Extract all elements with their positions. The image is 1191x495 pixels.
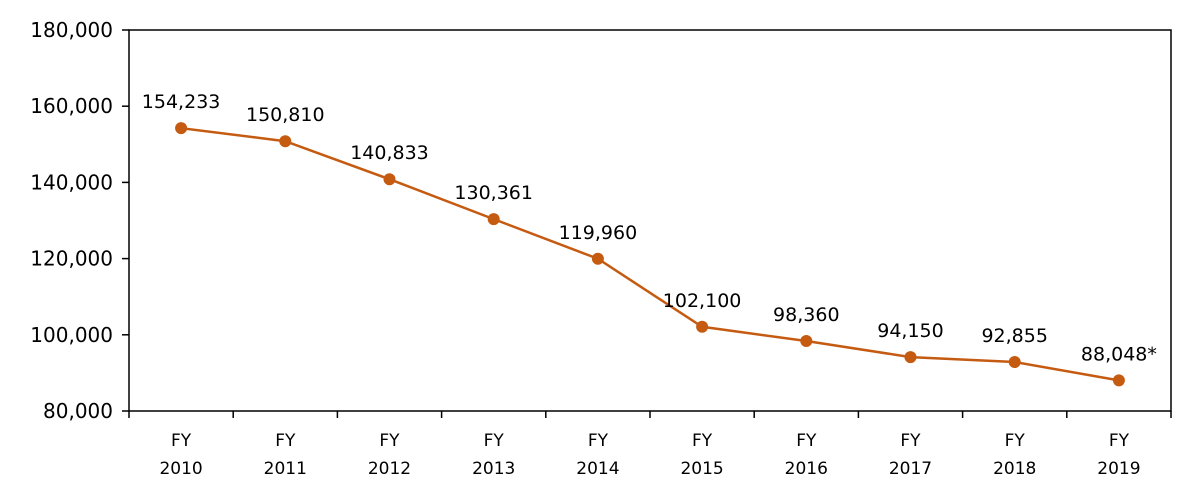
x-tick-label-line1: FY bbox=[171, 431, 192, 451]
y-tick-label: 180,000 bbox=[30, 18, 113, 42]
data-point bbox=[279, 135, 292, 148]
series-line bbox=[180, 126, 1120, 382]
y-tick-label: 80,000 bbox=[43, 399, 113, 423]
x-tick-label-line2: 2014 bbox=[576, 459, 619, 479]
data-label: 150,810 bbox=[246, 104, 325, 126]
data-label: 154,233 bbox=[142, 91, 221, 113]
data-point bbox=[591, 252, 604, 265]
y-tick-label: 160,000 bbox=[30, 94, 113, 118]
data-label: 119,960 bbox=[559, 222, 638, 244]
data-label: 94,150 bbox=[877, 320, 943, 342]
x-tick-label-line1: FY bbox=[1109, 431, 1130, 451]
x-tick-label-line2: 2015 bbox=[680, 459, 723, 479]
data-label: 130,361 bbox=[454, 182, 533, 204]
x-tick-label-line1: FY bbox=[692, 431, 713, 451]
data-point bbox=[175, 122, 188, 135]
x-tick-label-line1: FY bbox=[484, 431, 505, 451]
y-tick-label: 120,000 bbox=[30, 247, 113, 271]
x-tick-label-line1: FY bbox=[1005, 431, 1026, 451]
x-tick-label-line2: 2017 bbox=[889, 459, 932, 479]
data-point bbox=[696, 320, 709, 333]
plot-area-border bbox=[128, 29, 1172, 412]
x-tick-label-line1: FY bbox=[900, 431, 921, 451]
y-tick-label: 140,000 bbox=[30, 170, 113, 194]
x-tick-label-line2: 2012 bbox=[368, 459, 411, 479]
data-label: 88,048* bbox=[1081, 343, 1157, 365]
x-tick-label-line2: 2011 bbox=[264, 459, 307, 479]
data-label: 92,855 bbox=[981, 325, 1047, 347]
data-point bbox=[904, 351, 917, 364]
x-tick-label-line1: FY bbox=[379, 431, 400, 451]
x-tick-label-line1: FY bbox=[275, 431, 296, 451]
x-tick-label-line2: 2018 bbox=[993, 459, 1036, 479]
data-point bbox=[487, 213, 500, 226]
data-label: 140,833 bbox=[350, 142, 429, 164]
x-tick-label-line1: FY bbox=[588, 431, 609, 451]
data-label: 102,100 bbox=[663, 290, 742, 312]
data-point bbox=[383, 173, 396, 186]
x-tick-label-line2: 2019 bbox=[1097, 459, 1140, 479]
x-tick-label-line2: 2016 bbox=[785, 459, 828, 479]
data-point bbox=[1112, 374, 1125, 387]
data-point bbox=[800, 335, 813, 348]
x-tick-label-line2: 2013 bbox=[472, 459, 515, 479]
y-tick-label: 100,000 bbox=[30, 323, 113, 347]
data-point bbox=[1008, 356, 1021, 369]
data-label: 98,360 bbox=[773, 304, 839, 326]
x-tick-label-line1: FY bbox=[796, 431, 817, 451]
x-tick-label-line2: 2010 bbox=[159, 459, 202, 479]
